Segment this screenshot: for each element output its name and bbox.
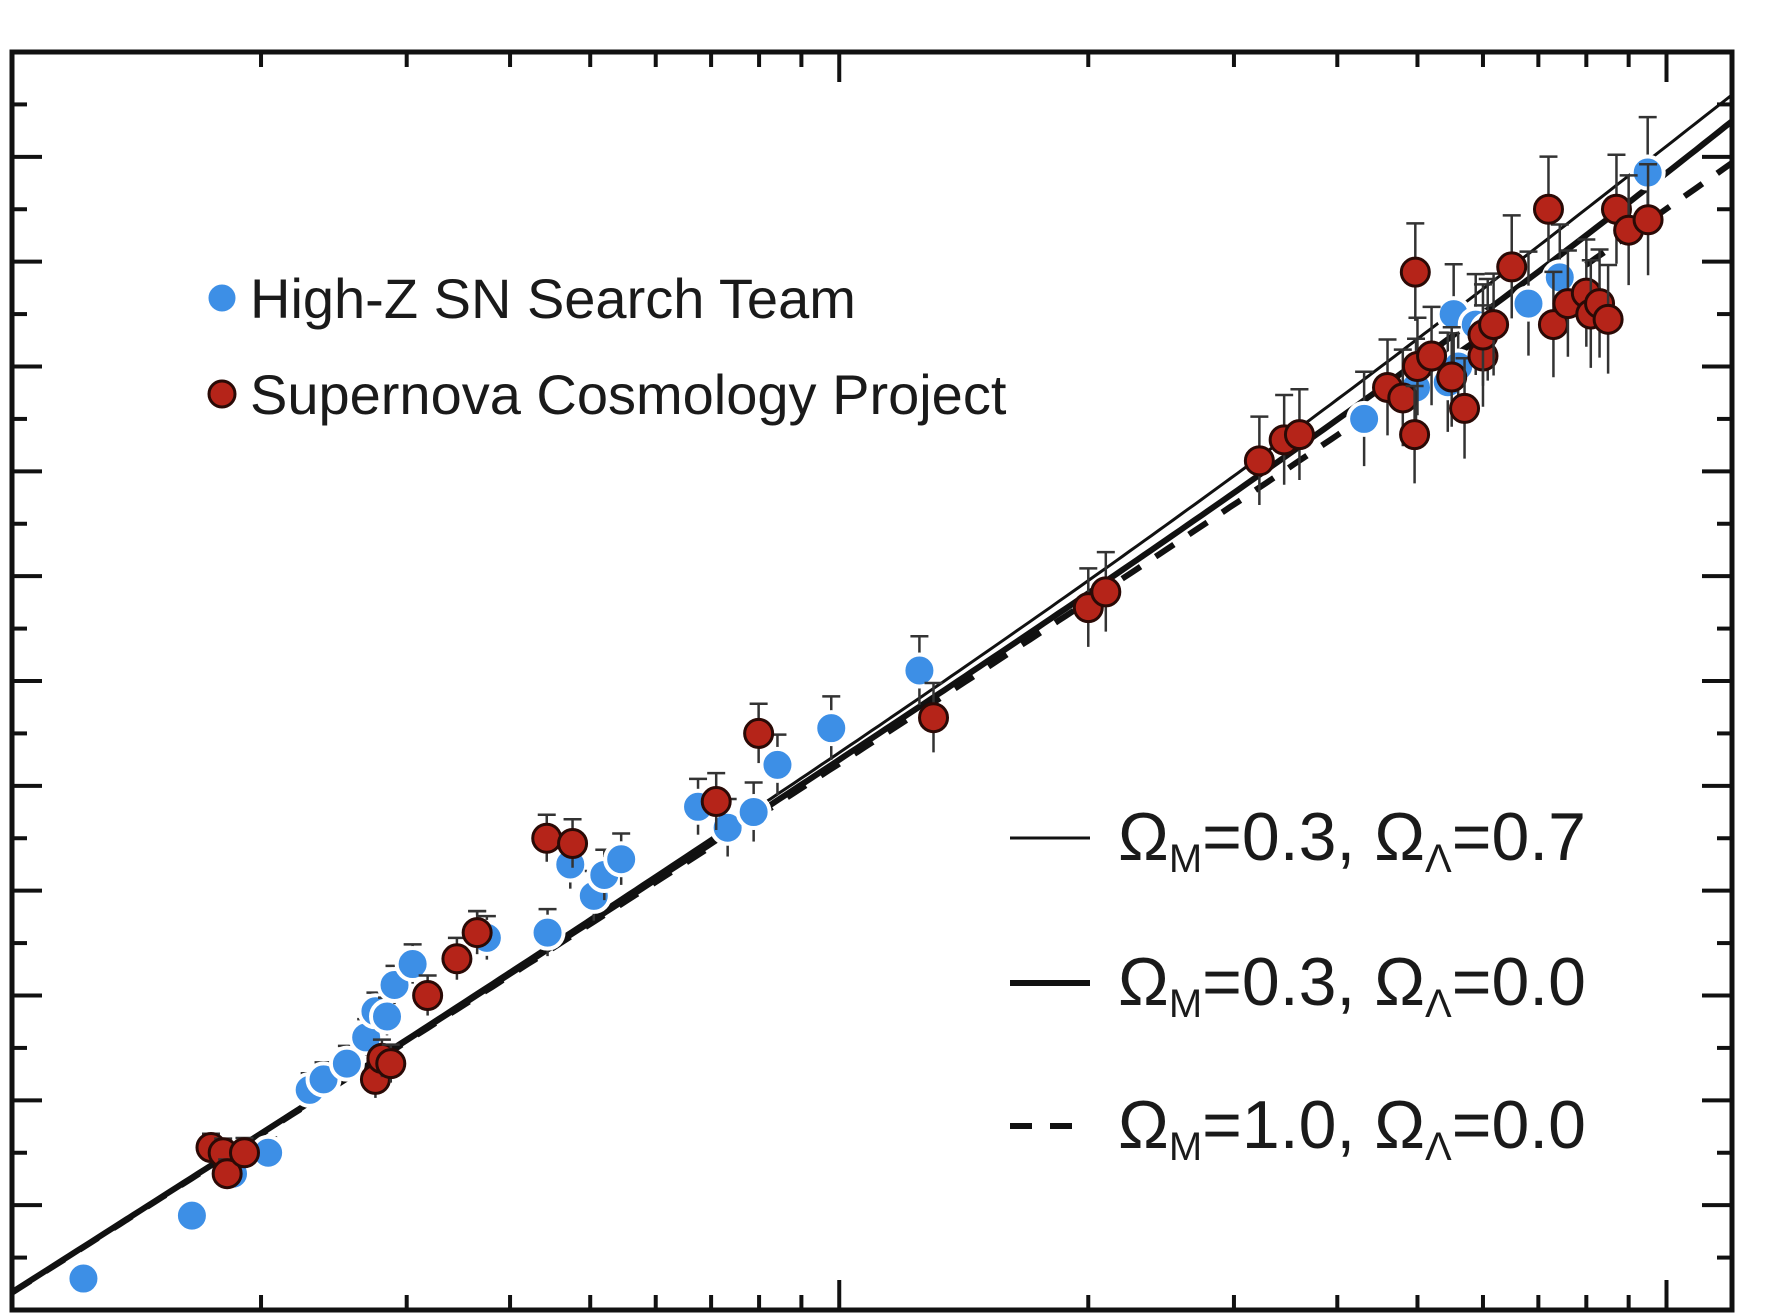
point-scp: [1283, 419, 1315, 451]
point-high-z: [369, 998, 406, 1035]
point-scp: [461, 917, 493, 949]
point-scp: [918, 702, 950, 734]
point-scp: [1592, 303, 1624, 335]
point-scp: [1532, 193, 1564, 225]
point-scp: [1496, 251, 1528, 283]
point-scp: [1399, 419, 1431, 451]
point-high-z: [1346, 400, 1383, 437]
legend-label-scp: Supernova Cosmology Project: [250, 363, 1007, 426]
point-scp: [1416, 340, 1448, 372]
point-high-z: [735, 794, 772, 831]
point-scp: [743, 717, 775, 749]
point-scp: [1632, 204, 1664, 236]
point-high-z: [603, 841, 640, 878]
point-high-z: [394, 946, 431, 983]
point-scp: [1449, 392, 1481, 424]
point-high-z: [529, 914, 566, 951]
point-scp: [1090, 576, 1122, 608]
point-high-z: [173, 1197, 210, 1234]
point-scp: [211, 1158, 243, 1190]
legend-label-high-z: High-Z SN Search Team: [250, 267, 856, 330]
point-scp: [1387, 382, 1419, 414]
point-high-z: [65, 1260, 102, 1297]
supernova-data-points: [65, 115, 1666, 1297]
point-scp: [1399, 256, 1431, 288]
point-scp: [412, 980, 444, 1011]
point-high-z: [813, 710, 850, 747]
point-scp: [1243, 445, 1275, 477]
point-high-z: [1510, 285, 1547, 322]
point-high-z: [759, 746, 796, 783]
point-scp: [700, 786, 732, 818]
point-scp: [1478, 309, 1510, 341]
point-scp: [557, 827, 589, 859]
point-scp: [375, 1048, 407, 1080]
legend: High-Z SN Search Team Supernova Cosmolog…: [205, 267, 1007, 426]
model-curve-2: [12, 160, 1732, 1296]
point-scp: [228, 1137, 260, 1169]
legend-marker-scp: [207, 379, 237, 409]
model-legend-label-1: ΩM=0.3, ΩΛ=0.0: [1118, 944, 1586, 1026]
point-scp: [441, 943, 473, 975]
axes-frame: [9, 49, 1735, 1313]
point-high-z: [328, 1045, 365, 1082]
legend-marker-high-z: [205, 281, 239, 315]
point-high-z: [901, 652, 938, 689]
model-legend-label-0: ΩM=0.3, ΩΛ=0.7: [1118, 799, 1586, 881]
point-scp: [1436, 361, 1468, 393]
model-legend: ΩM=0.3, ΩΛ=0.7 ΩM=0.3, ΩΛ=0.0 ΩM=1.0, ΩΛ=0…: [1010, 799, 1586, 1169]
point-scp: [531, 822, 563, 854]
model-legend-label-2: ΩM=1.0, ΩΛ=0.0: [1118, 1087, 1586, 1169]
